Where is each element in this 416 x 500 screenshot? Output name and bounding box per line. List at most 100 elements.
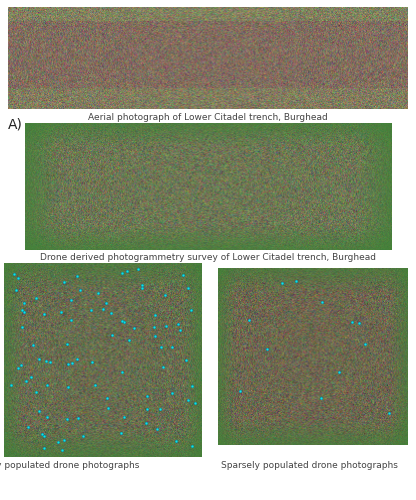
Point — [55, 438, 62, 446]
Text: Densely populated drone photographs: Densely populated drone photographs — [0, 461, 139, 470]
Point — [36, 356, 42, 364]
Point — [108, 309, 115, 317]
Point — [184, 284, 191, 292]
Point — [158, 343, 165, 351]
Point — [143, 418, 150, 426]
Point — [163, 322, 169, 330]
Point — [77, 286, 83, 294]
Point — [385, 409, 392, 417]
Point — [63, 340, 70, 348]
Point — [154, 425, 160, 433]
Point — [33, 388, 40, 396]
Point — [23, 377, 30, 385]
Point — [117, 429, 124, 437]
Point — [157, 405, 163, 413]
Point — [177, 326, 183, 334]
Point — [169, 343, 176, 351]
Point — [15, 274, 22, 281]
Point — [25, 423, 31, 431]
Point — [41, 310, 47, 318]
Point — [61, 436, 68, 444]
Point — [64, 384, 71, 392]
Point — [123, 267, 130, 275]
Text: Aerial photograph of Lower Citadel trench, Burghead: Aerial photograph of Lower Citadel trenc… — [88, 112, 328, 122]
Point — [279, 278, 286, 286]
Point — [38, 430, 45, 438]
Point — [73, 354, 80, 362]
Point — [336, 368, 342, 376]
Point — [68, 358, 75, 366]
Point — [159, 363, 166, 371]
Point — [65, 360, 72, 368]
Point — [36, 406, 42, 414]
Point — [188, 306, 194, 314]
Point — [75, 414, 82, 422]
Point — [119, 268, 126, 276]
Point — [105, 404, 111, 412]
Point — [151, 332, 158, 340]
Text: Drone derived photogrammetry survey of Lower Citadel trench, Burghead: Drone derived photogrammetry survey of L… — [40, 254, 376, 262]
Point — [46, 358, 53, 366]
Point — [131, 324, 137, 332]
Point — [152, 310, 158, 318]
Point — [139, 284, 146, 292]
Point — [18, 306, 25, 314]
Point — [151, 324, 158, 332]
Point — [236, 387, 243, 395]
Point — [43, 357, 50, 365]
Point — [20, 298, 27, 306]
Point — [17, 360, 24, 368]
Point — [135, 266, 141, 274]
Point — [174, 320, 181, 328]
Point — [188, 442, 195, 450]
Point — [64, 416, 70, 424]
Point — [13, 286, 20, 294]
Point — [317, 394, 324, 402]
Point — [191, 398, 198, 406]
Point — [87, 306, 94, 314]
Point — [162, 291, 168, 299]
Point — [41, 444, 48, 452]
Point — [44, 381, 50, 389]
Point — [10, 270, 17, 278]
Point — [29, 341, 36, 349]
Point — [144, 404, 150, 412]
Point — [356, 318, 362, 326]
Point — [19, 323, 25, 331]
Point — [95, 290, 102, 298]
Point — [264, 345, 270, 353]
Point — [121, 318, 128, 326]
Point — [185, 396, 191, 404]
Point — [89, 358, 96, 366]
Point — [143, 392, 150, 400]
Point — [61, 278, 68, 286]
Point — [245, 316, 252, 324]
Text: B): B) — [223, 285, 238, 299]
Point — [318, 298, 325, 306]
Point — [57, 308, 64, 316]
Point — [44, 412, 50, 420]
Point — [103, 298, 109, 306]
Point — [168, 390, 175, 398]
Point — [67, 296, 74, 304]
Point — [183, 356, 189, 364]
Point — [79, 432, 86, 440]
Point — [139, 280, 146, 288]
Point — [349, 318, 355, 326]
Point — [119, 368, 125, 376]
Text: A): A) — [8, 118, 23, 132]
Point — [67, 316, 74, 324]
Point — [188, 382, 195, 390]
Point — [362, 340, 369, 348]
Point — [120, 414, 127, 422]
Point — [104, 394, 111, 402]
Point — [126, 336, 133, 344]
Point — [292, 278, 299, 285]
Point — [109, 332, 116, 340]
Point — [92, 381, 99, 389]
Point — [74, 272, 80, 280]
Point — [119, 316, 125, 324]
Point — [59, 446, 66, 454]
Point — [179, 271, 186, 279]
Text: Sparsely populated drone photographs: Sparsely populated drone photographs — [221, 461, 399, 470]
